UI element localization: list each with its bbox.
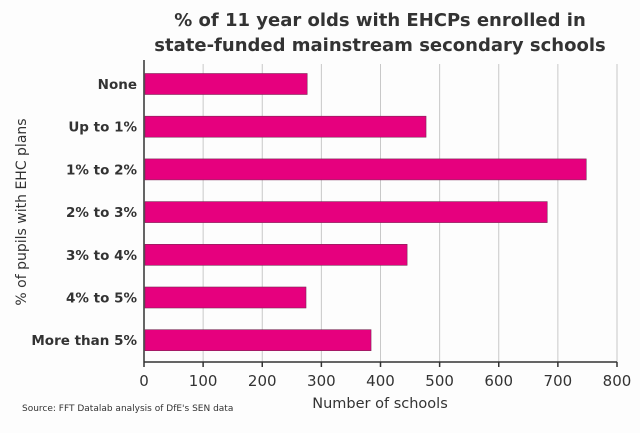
x-tick-label: 200 (248, 372, 277, 390)
x-tick-label: 0 (139, 372, 149, 390)
x-tick-label: 100 (189, 372, 218, 390)
x-axis-label: Number of schools (312, 396, 448, 412)
title-line-1: % of 11 year olds with EHCPs enrolled in (174, 10, 586, 31)
category-label: 1% to 2% (66, 162, 137, 178)
x-tick-label: 800 (603, 372, 632, 390)
bar (144, 286, 307, 309)
x-tick-label: 400 (366, 372, 395, 390)
bar (144, 115, 427, 138)
category-label: More than 5% (31, 333, 137, 349)
bar (144, 329, 372, 352)
x-tick-label: 700 (544, 372, 573, 390)
category-label: Up to 1% (68, 120, 137, 136)
category-label: 2% to 3% (66, 205, 137, 221)
source-note: Source: FFT Datalab analysis of DfE's SE… (22, 404, 234, 414)
category-label: 3% to 4% (66, 248, 137, 264)
title-line-2: state-funded mainstream secondary school… (154, 35, 606, 56)
bar (144, 73, 308, 95)
bar (144, 158, 587, 181)
x-tick-label: 600 (484, 372, 513, 390)
category-label: 4% to 5% (66, 291, 137, 307)
bar (144, 201, 548, 223)
x-tick-label: 300 (307, 372, 336, 390)
bar (144, 244, 408, 266)
x-tick-label: 500 (425, 372, 454, 390)
category-label: None (98, 77, 137, 93)
chart-title: % of 11 year olds with EHCPs enrolled in… (130, 8, 630, 58)
